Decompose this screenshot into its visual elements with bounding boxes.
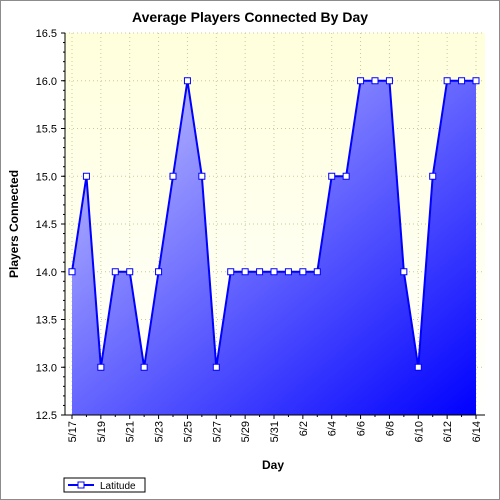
data-point-marker <box>299 268 307 276</box>
x-tick-label: 5/25 <box>182 421 194 442</box>
data-point-marker <box>429 172 437 180</box>
y-axis-title: Players Connected <box>7 170 21 278</box>
data-point-marker <box>284 268 292 276</box>
x-axis-ticks: 5/17 5/19 5/21 5/23 5/25 5/27 5/29 5/31 6/2 6/4 6/… <box>67 415 483 442</box>
data-point-marker <box>443 77 451 85</box>
data-point-marker <box>140 363 148 371</box>
x-tick-label: 6/8 <box>384 421 396 436</box>
y-tick-label: 13.0 <box>36 362 57 374</box>
data-point-marker <box>212 363 220 371</box>
x-tick-label: 5/21 <box>125 421 137 442</box>
x-tick-label: 5/19 <box>96 421 108 442</box>
series-area <box>72 80 476 415</box>
x-axis-title: Day <box>262 458 284 472</box>
chart-title: Average Players Connected By Day <box>132 9 368 25</box>
x-tick-label: 6/14 <box>471 421 483 442</box>
legend-label: Latitude <box>100 481 136 492</box>
data-point-marker <box>227 268 235 276</box>
data-point-marker <box>169 172 177 180</box>
x-tick-label: 5/29 <box>240 421 252 442</box>
data-point-marker <box>328 172 336 180</box>
x-tick-label: 5/17 <box>67 421 79 442</box>
legend: Latitude <box>63 477 146 493</box>
y-axis-ticks: 12.5 13.0 13.5 14.0 14.5 15.0 15.5 16.0 16.5 <box>36 28 65 422</box>
y-tick-label: 14.0 <box>36 267 57 279</box>
y-tick-label: 15.0 <box>36 171 57 183</box>
data-point-marker <box>97 363 105 371</box>
data-point-marker <box>342 172 350 180</box>
data-point-marker <box>82 172 90 180</box>
y-tick-label: 14.5 <box>36 219 57 231</box>
data-point-marker <box>270 268 278 276</box>
data-point-marker <box>313 268 321 276</box>
data-point-marker <box>458 77 466 85</box>
y-tick-label: 15.5 <box>36 124 57 136</box>
data-point-marker <box>414 363 422 371</box>
data-point-marker <box>241 268 249 276</box>
y-tick-label: 12.5 <box>36 410 57 422</box>
data-point-marker <box>183 77 191 85</box>
data-point-marker <box>198 172 206 180</box>
data-point-marker <box>371 77 379 85</box>
x-tick-label: 5/31 <box>269 421 281 442</box>
y-tick-label: 13.5 <box>36 315 57 327</box>
data-point-marker <box>111 268 119 276</box>
data-point-marker <box>385 77 393 85</box>
legend-marker-swatch <box>77 481 85 489</box>
x-tick-label: 6/10 <box>413 421 425 442</box>
data-point-marker <box>400 268 408 276</box>
data-point-marker <box>256 268 264 276</box>
x-tick-label: 6/2 <box>298 421 310 436</box>
x-tick-label: 6/6 <box>356 421 368 436</box>
x-tick-label: 6/12 <box>442 421 454 442</box>
data-point-marker <box>126 268 134 276</box>
data-point-marker <box>357 77 365 85</box>
y-tick-label: 16.0 <box>36 76 57 88</box>
x-tick-label: 6/4 <box>327 421 339 436</box>
data-point-marker <box>155 268 163 276</box>
data-point-marker <box>472 77 480 85</box>
y-tick-label: 16.5 <box>36 28 57 40</box>
data-point-marker <box>68 268 76 276</box>
x-tick-label: 5/23 <box>154 421 166 442</box>
x-tick-label: 5/27 <box>211 421 223 442</box>
series-markers <box>68 77 480 371</box>
